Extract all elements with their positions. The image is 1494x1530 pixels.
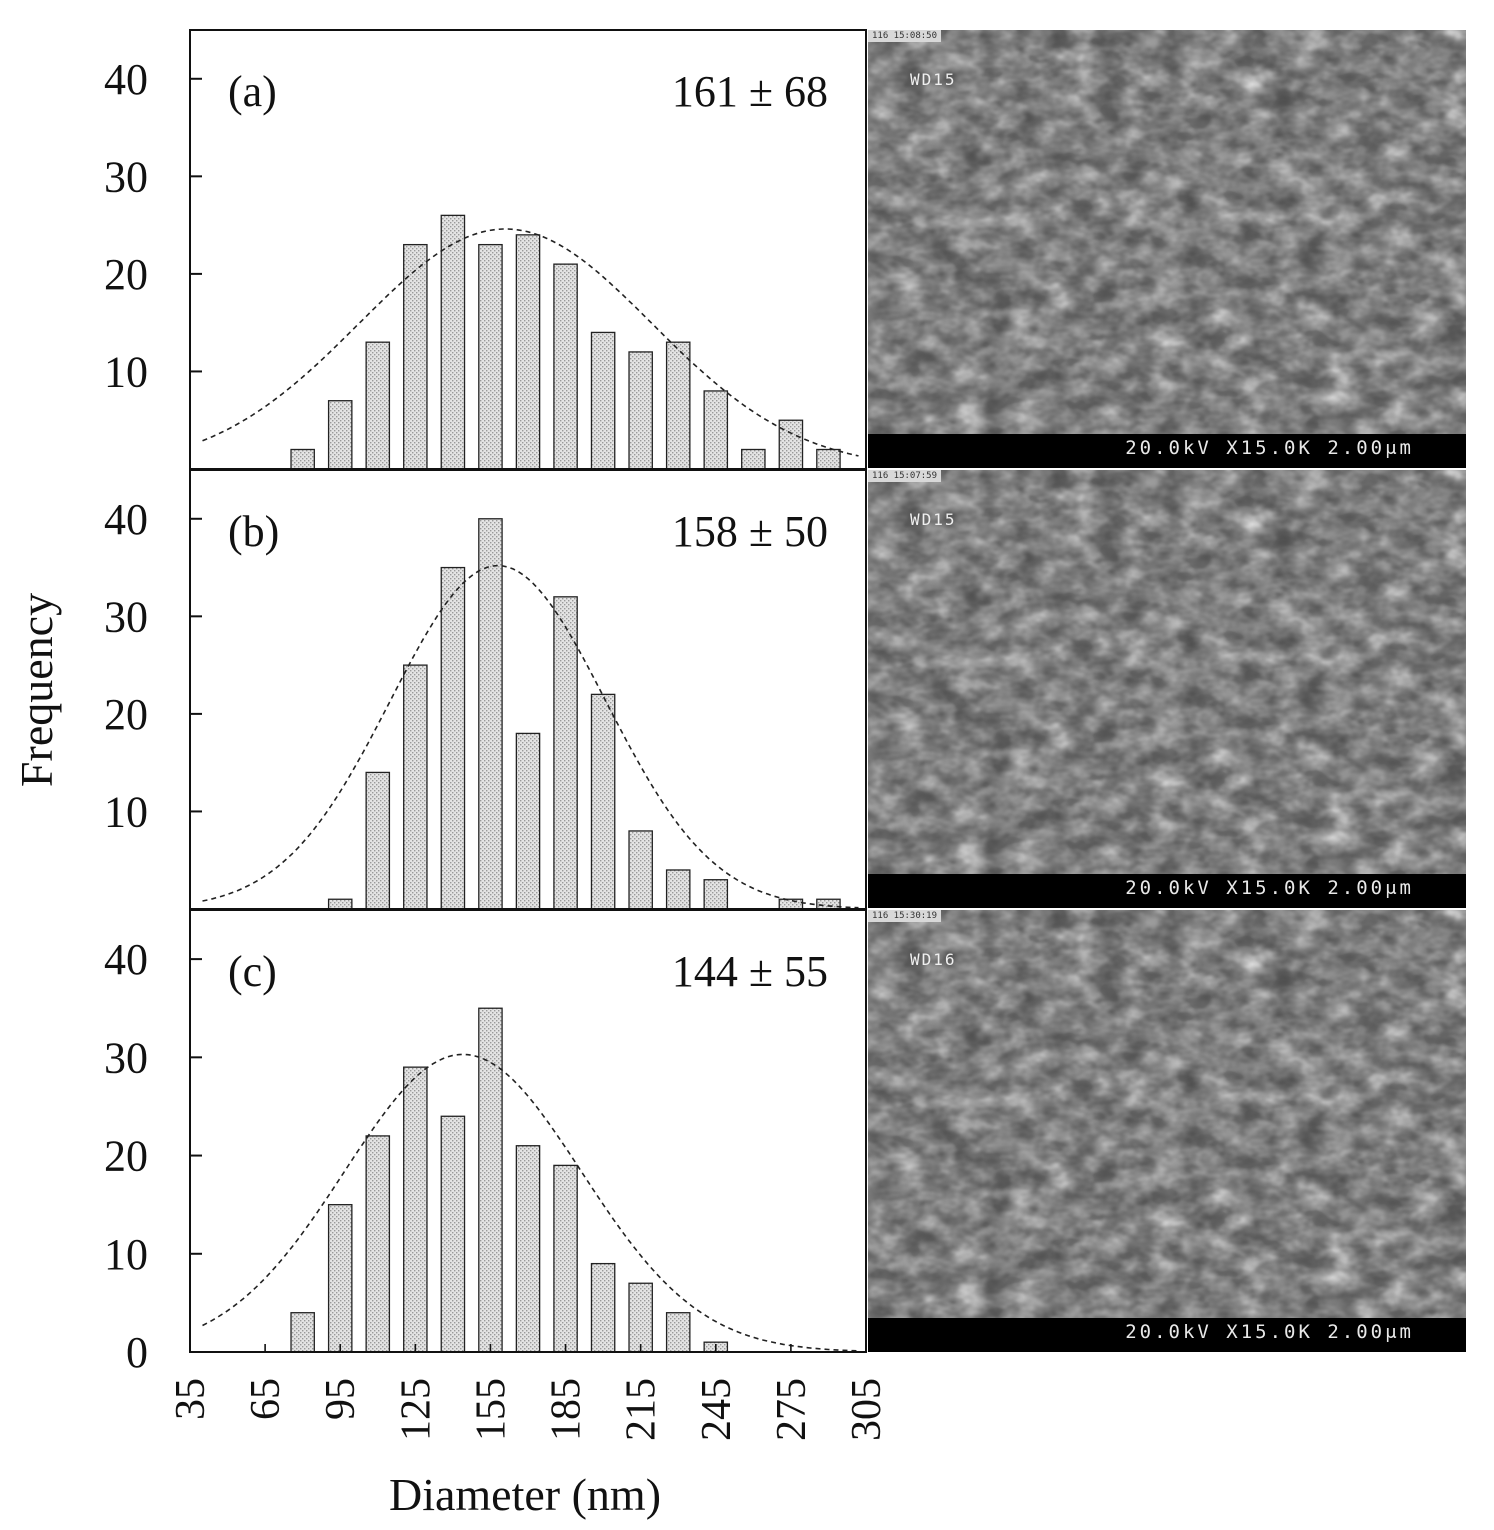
histogram-bar <box>590 1262 616 1353</box>
mean-std-annotation: 144 ± 55 <box>672 947 828 996</box>
histogram-bar <box>327 400 353 470</box>
sem-working-distance: WD15 <box>910 70 957 89</box>
y-tick-label: 40 <box>104 55 148 104</box>
histogram-panel-a: 10 20 30 40 (a) 161 ± 68 <box>104 29 867 470</box>
histogram-bar <box>327 1204 353 1353</box>
sem-scale-text: 20.0kV X15.0K 2.00μm <box>1125 877 1414 899</box>
histogram-bar <box>665 341 691 470</box>
panel-label: (a) <box>228 67 277 116</box>
sem-info-bar: 20.0kV X15.0K 2.00μm <box>868 874 1466 908</box>
histogram-bar <box>515 234 541 470</box>
sem-working-distance: WD15 <box>910 510 957 529</box>
histogram-bar <box>403 1066 428 1353</box>
y-tick-label: 20 <box>104 690 148 739</box>
histogram-bar <box>816 448 841 470</box>
histogram-bar <box>703 879 729 910</box>
histogram-bar <box>515 732 541 910</box>
histogram-bar <box>628 1282 653 1353</box>
sem-timestamp: 116 15:07:59 <box>868 470 942 482</box>
histogram-bar <box>440 566 466 910</box>
x-tick-label: 155 <box>468 1378 514 1441</box>
y-tick-label: 30 <box>104 1033 148 1082</box>
sem-timestamp: 116 15:08:50 <box>868 30 942 42</box>
y-tick-label: 30 <box>104 592 148 641</box>
histogram-bar <box>365 1135 391 1353</box>
x-tick-label: 65 <box>243 1378 289 1420</box>
sem-scale-text: 20.0kV X15.0K 2.00μm <box>1125 1321 1414 1343</box>
histogram-bar <box>628 830 653 910</box>
histogram-bar <box>440 214 466 470</box>
x-tick-label: 95 <box>318 1378 364 1420</box>
histogram-bar <box>628 351 653 470</box>
histogram-bar <box>478 1007 503 1353</box>
x-tick-label: 215 <box>619 1378 665 1441</box>
sem-image-b: 116 15:07:59 WD15 20.0kV X15.0K 2.00μm <box>868 470 1466 908</box>
y-tick-label: 20 <box>104 1132 148 1181</box>
histogram-bar <box>553 596 578 910</box>
histogram-bar <box>665 869 691 910</box>
histogram-bar <box>403 664 428 910</box>
sem-info-bar: 20.0kV X15.0K 2.00μm <box>868 434 1466 468</box>
histogram-bar <box>553 263 578 470</box>
panel-label: (c) <box>228 947 277 996</box>
x-tick-label: 35 <box>168 1378 214 1420</box>
histogram-bar <box>553 1164 578 1353</box>
histogram-bar <box>290 1312 315 1353</box>
histogram-bar <box>290 448 315 470</box>
histogram-bar <box>478 518 503 910</box>
histogram-bar <box>365 771 391 910</box>
panel-label: (b) <box>228 507 279 556</box>
histogram-bar <box>741 448 766 470</box>
mean-std-annotation: 161 ± 68 <box>672 67 828 116</box>
y-axis-label: Frequency <box>11 593 62 787</box>
histogram-bar <box>703 390 729 470</box>
histogram-bar <box>365 341 391 470</box>
histogram-bar <box>440 1115 466 1353</box>
x-tick-label: 275 <box>769 1378 815 1441</box>
histogram-panel-c: 0 10 20 30 40 (c) 144 ± 55 <box>104 909 867 1377</box>
histogram-bar <box>590 331 616 470</box>
y-tick-label: 20 <box>104 250 148 299</box>
y-tick-label: 10 <box>104 787 148 836</box>
histogram-bar <box>778 419 804 470</box>
x-tick-label: 245 <box>694 1378 740 1441</box>
mean-std-annotation: 158 ± 50 <box>672 507 828 556</box>
y-tick-label: 40 <box>104 495 148 544</box>
y-tick-label: 30 <box>104 152 148 201</box>
histogram-bar <box>327 898 353 910</box>
x-tick-label: 305 <box>844 1378 890 1441</box>
gaussian-fit-curve <box>202 228 859 457</box>
sem-scale-text: 20.0kV X15.0K 2.00μm <box>1125 437 1414 459</box>
y-tick-label: 0 <box>126 1328 148 1377</box>
y-tick-label: 10 <box>104 1230 148 1279</box>
sem-info-bar: 20.0kV X15.0K 2.00μm <box>868 1318 1466 1352</box>
y-tick-label: 10 <box>104 347 148 396</box>
histogram-bar <box>478 243 503 470</box>
histogram-bar <box>590 693 616 910</box>
y-tick-label: 40 <box>104 935 148 984</box>
histogram-bar <box>816 898 841 910</box>
sem-image-c: 116 15:30:19 WD16 20.0kV X15.0K 2.00μm <box>868 910 1466 1352</box>
histogram-panel-b: 10 20 30 40 (b) 158 ± 50 <box>104 469 867 910</box>
sem-image-a: 116 15:08:50 WD15 20.0kV X15.0K 2.00μm <box>868 30 1466 468</box>
histogram-bar <box>778 898 804 910</box>
x-tick-label: 125 <box>393 1378 439 1441</box>
histogram-bar <box>515 1145 541 1353</box>
sem-timestamp: 116 15:30:19 <box>868 910 942 922</box>
x-tick-label: 185 <box>544 1378 590 1441</box>
histogram-bar <box>665 1312 691 1353</box>
plot-frame <box>189 909 867 1353</box>
x-axis-label: Diameter (nm) <box>389 1469 661 1520</box>
gaussian-fit-curve <box>202 1053 859 1352</box>
sem-working-distance: WD16 <box>910 950 957 969</box>
